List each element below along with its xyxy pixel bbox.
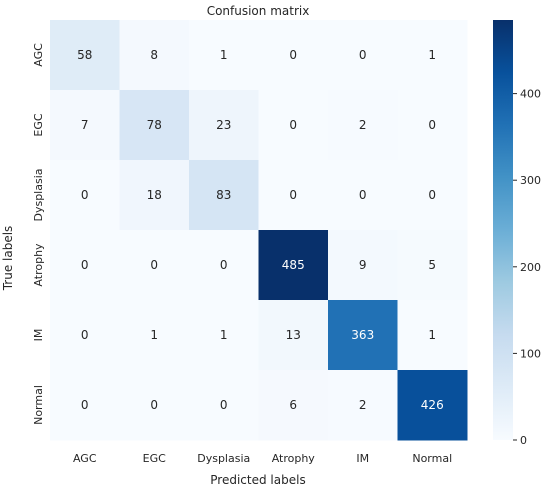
heatmap-cell: [189, 20, 259, 91]
cell-value: 0: [81, 398, 89, 412]
cell-value: 8: [150, 48, 158, 62]
heatmap-cell: [258, 300, 329, 371]
x-tick-label: Dysplasia: [197, 452, 250, 465]
y-tick-label: EGC: [32, 113, 45, 136]
heatmap-cell: [328, 300, 398, 371]
cell-value: 0: [81, 258, 89, 272]
heatmap-cell: [50, 230, 120, 301]
cell-value: 1: [428, 328, 436, 342]
heatmap-cell: [119, 300, 190, 371]
cell-value: 83: [216, 188, 231, 202]
x-axis-label: Predicted labels: [210, 473, 305, 487]
cell-value: 0: [289, 48, 297, 62]
heatmap-cell: [189, 300, 259, 371]
cell-value: 485: [282, 258, 305, 272]
colorbar-tick-label: 300: [520, 174, 541, 187]
colorbar: [493, 20, 513, 440]
heatmap-cell: [119, 370, 190, 441]
heatmap-cell: [119, 90, 190, 161]
heatmap-cell: [189, 370, 259, 441]
heatmap-cell: [258, 230, 329, 301]
heatmap-cells: [50, 20, 468, 441]
colorbar-tick-label: 0: [520, 434, 527, 447]
x-tick-label: Atrophy: [272, 452, 316, 465]
cell-value: 2: [359, 398, 367, 412]
y-tick-label: Normal: [32, 385, 45, 425]
chart-title: Confusion matrix: [207, 4, 310, 18]
colorbar-tick-label: 100: [520, 347, 541, 360]
colorbar-tick-label: 200: [520, 261, 541, 274]
cell-value: 1: [220, 328, 228, 342]
cell-value: 0: [289, 118, 297, 132]
cell-value: 0: [81, 188, 89, 202]
cell-value: 1: [428, 48, 436, 62]
heatmap-cell: [50, 370, 120, 441]
y-axis-tick-labels: AGC EGC Dysplasia Atrophy IM Normal: [32, 43, 45, 425]
cell-value: 0: [428, 188, 436, 202]
cell-value: 0: [428, 118, 436, 132]
heatmap-cell: [397, 300, 468, 371]
y-tick-label: IM: [32, 329, 45, 342]
cell-value: 0: [150, 258, 158, 272]
cell-value: 0: [150, 398, 158, 412]
y-axis-label: True labels: [1, 226, 15, 292]
cell-value: 13: [286, 328, 301, 342]
x-axis-tick-labels: AGC EGC Dysplasia Atrophy IM Normal: [73, 452, 452, 465]
heatmap-cell: [258, 160, 329, 231]
heatmap-cell: [258, 20, 329, 91]
heatmap-cell: [50, 300, 120, 371]
cell-value: 2: [359, 118, 367, 132]
heatmap-cell: [328, 90, 398, 161]
heatmap-cell: [397, 20, 468, 91]
cell-value: 0: [359, 188, 367, 202]
heatmap-cell: [397, 370, 468, 441]
cell-value: 0: [81, 328, 89, 342]
heatmap-cell: [397, 230, 468, 301]
heatmap-cell: [328, 160, 398, 231]
y-tick-label: Atrophy: [32, 243, 45, 287]
cell-value: 363: [351, 328, 374, 342]
cell-value: 9: [359, 258, 367, 272]
heatmap-cell: [50, 90, 120, 161]
x-tick-label: Normal: [412, 452, 452, 465]
heatmap-cell: [119, 230, 190, 301]
heatmap-cell: [189, 160, 259, 231]
heatmap-cell: [189, 90, 259, 161]
heatmap-cell: [328, 370, 398, 441]
colorbar-ticks: 0 100 200 300 400: [513, 88, 541, 447]
cell-value: 0: [289, 188, 297, 202]
heatmap-cell: [119, 160, 190, 231]
heatmap-cell: [50, 160, 120, 231]
cell-value: 23: [216, 118, 231, 132]
cell-value: 0: [359, 48, 367, 62]
cell-value: 1: [150, 328, 158, 342]
heatmap-cell: [189, 230, 259, 301]
heatmap-cell: [397, 160, 468, 231]
cell-value: 0: [220, 398, 228, 412]
cell-value: 6: [289, 398, 297, 412]
cell-value: 18: [147, 188, 162, 202]
cell-value: 0: [220, 258, 228, 272]
heatmap-cell: [328, 230, 398, 301]
heatmap-cell: [397, 90, 468, 161]
cell-value: 7: [81, 118, 89, 132]
cell-value: 58: [77, 48, 92, 62]
colorbar-tick-label: 400: [520, 88, 541, 101]
heatmap-cell: [328, 20, 398, 91]
heatmap-cell: [119, 20, 190, 91]
heatmap-cell: [258, 370, 329, 441]
x-tick-label: AGC: [73, 452, 97, 465]
heatmap-cell-labels: 58 8 1 0 0 1 7 78 23 0 2 0 0 18 83 0 0 0 0 0 0 485 9 5 0 1 1 13 363 1…: [77, 48, 444, 412]
y-tick-label: AGC: [32, 43, 45, 67]
cell-value: 5: [428, 258, 436, 272]
cell-value: 426: [421, 398, 444, 412]
x-tick-label: IM: [356, 452, 369, 465]
y-tick-label: Dysplasia: [32, 168, 45, 221]
cell-value: 1: [220, 48, 228, 62]
cell-value: 78: [147, 118, 162, 132]
x-tick-label: EGC: [143, 452, 166, 465]
heatmap-cell: [50, 20, 120, 91]
heatmap-cell: [258, 90, 329, 161]
